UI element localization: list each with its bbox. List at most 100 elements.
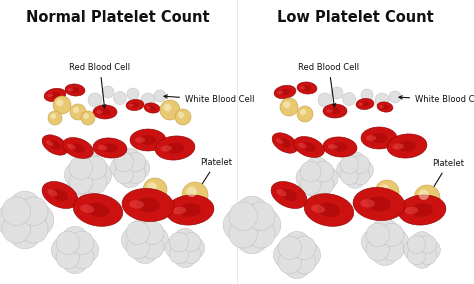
Circle shape: [81, 111, 95, 125]
Circle shape: [71, 245, 94, 269]
Ellipse shape: [47, 189, 57, 196]
Circle shape: [297, 106, 313, 122]
Circle shape: [114, 164, 134, 184]
Circle shape: [127, 157, 150, 179]
Ellipse shape: [68, 88, 73, 91]
Circle shape: [375, 93, 389, 107]
Circle shape: [71, 231, 94, 254]
Ellipse shape: [361, 101, 369, 106]
Ellipse shape: [46, 141, 53, 146]
Circle shape: [56, 231, 80, 254]
Circle shape: [318, 93, 332, 107]
Circle shape: [375, 180, 399, 204]
Ellipse shape: [146, 106, 151, 109]
Ellipse shape: [279, 138, 291, 148]
Circle shape: [182, 237, 205, 259]
Circle shape: [127, 88, 139, 100]
Text: Platelet: Platelet: [429, 159, 464, 195]
Circle shape: [3, 198, 47, 242]
Circle shape: [170, 233, 200, 263]
Circle shape: [140, 235, 164, 259]
Ellipse shape: [302, 142, 316, 152]
Circle shape: [419, 247, 437, 265]
Circle shape: [372, 239, 399, 266]
Ellipse shape: [366, 135, 376, 141]
Circle shape: [187, 187, 197, 197]
Ellipse shape: [328, 144, 337, 149]
Circle shape: [9, 216, 42, 249]
Circle shape: [0, 204, 29, 237]
Circle shape: [119, 165, 141, 188]
Ellipse shape: [323, 137, 357, 157]
Circle shape: [296, 166, 320, 190]
Circle shape: [53, 96, 71, 114]
Circle shape: [301, 162, 333, 194]
Circle shape: [70, 104, 86, 120]
Ellipse shape: [52, 189, 68, 201]
Ellipse shape: [302, 85, 311, 91]
Ellipse shape: [371, 133, 387, 143]
Circle shape: [115, 153, 145, 183]
Circle shape: [337, 160, 358, 181]
Text: Normal Platelet Count: Normal Platelet Count: [26, 11, 210, 26]
Circle shape: [83, 170, 107, 194]
Circle shape: [126, 235, 149, 259]
Circle shape: [278, 250, 301, 274]
Ellipse shape: [318, 203, 340, 217]
Circle shape: [229, 202, 257, 231]
Circle shape: [419, 239, 440, 260]
Ellipse shape: [100, 109, 110, 115]
Circle shape: [411, 247, 432, 268]
Ellipse shape: [311, 205, 325, 213]
Circle shape: [83, 113, 89, 119]
Circle shape: [372, 218, 399, 245]
Circle shape: [51, 237, 78, 264]
Ellipse shape: [98, 145, 107, 150]
Circle shape: [48, 111, 62, 125]
Circle shape: [160, 100, 180, 120]
Circle shape: [72, 237, 99, 264]
Circle shape: [2, 214, 30, 243]
Circle shape: [181, 232, 201, 252]
Ellipse shape: [379, 105, 384, 108]
Circle shape: [278, 236, 301, 260]
Circle shape: [248, 208, 281, 241]
Ellipse shape: [179, 203, 201, 217]
Ellipse shape: [47, 94, 53, 97]
Circle shape: [230, 203, 274, 247]
Circle shape: [361, 89, 373, 101]
Text: Red Blood Cell: Red Blood Cell: [69, 63, 130, 108]
Circle shape: [340, 155, 358, 174]
Circle shape: [340, 166, 358, 185]
Ellipse shape: [137, 198, 160, 212]
Circle shape: [236, 196, 268, 229]
Circle shape: [142, 227, 169, 254]
Ellipse shape: [122, 188, 174, 222]
Ellipse shape: [300, 86, 305, 89]
Circle shape: [404, 239, 425, 260]
Circle shape: [147, 182, 157, 192]
Ellipse shape: [44, 88, 66, 102]
Circle shape: [381, 237, 404, 261]
Circle shape: [280, 98, 298, 116]
Circle shape: [62, 247, 89, 273]
Circle shape: [305, 175, 329, 199]
Circle shape: [419, 235, 437, 254]
Circle shape: [382, 229, 409, 256]
Circle shape: [341, 156, 369, 184]
Ellipse shape: [281, 189, 297, 201]
Circle shape: [2, 197, 30, 225]
Ellipse shape: [42, 181, 78, 208]
Ellipse shape: [332, 143, 347, 152]
Ellipse shape: [356, 99, 374, 110]
Circle shape: [62, 226, 89, 253]
Circle shape: [113, 91, 127, 105]
Circle shape: [300, 109, 306, 115]
Circle shape: [73, 107, 79, 113]
Ellipse shape: [360, 199, 375, 208]
Circle shape: [182, 182, 208, 208]
Ellipse shape: [50, 92, 60, 98]
Circle shape: [119, 148, 141, 171]
Circle shape: [131, 237, 158, 264]
Ellipse shape: [166, 143, 184, 153]
